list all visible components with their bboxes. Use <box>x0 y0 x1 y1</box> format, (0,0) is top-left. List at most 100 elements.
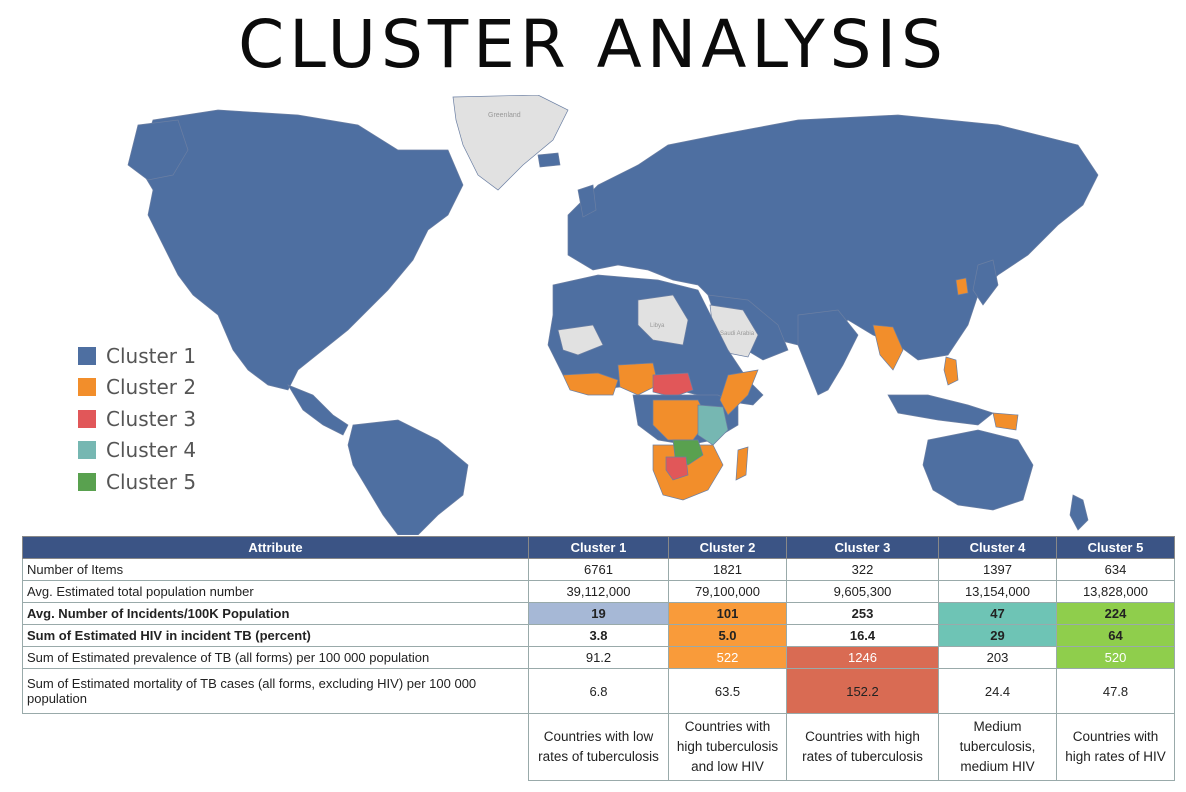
table-cell: 6761 <box>528 558 669 581</box>
map-label-libya: Libya <box>650 323 665 329</box>
cluster-description: Countries with low rates of tuberculosis <box>528 713 669 781</box>
row-attribute: Number of Items <box>22 558 529 581</box>
column-header: Cluster 2 <box>668 536 787 559</box>
table-cell: 24.4 <box>938 668 1057 714</box>
west-sahara-nodata <box>557 324 604 356</box>
uk <box>577 184 597 218</box>
table-cell: 1246 <box>786 646 939 669</box>
column-header: Cluster 3 <box>786 536 939 559</box>
table-cell: 39,112,000 <box>528 580 669 603</box>
east-africa-cluster4 <box>697 404 729 446</box>
table-cell: 322 <box>786 558 939 581</box>
row-attribute: Sum of Estimated prevalence of TB (all f… <box>22 646 529 669</box>
central-america <box>287 384 349 436</box>
cluster-description: Medium tuberculosis, medium HIV <box>938 713 1057 781</box>
table-cell: 6.8 <box>528 668 669 714</box>
page-title: CLUSTER ANALYSIS <box>238 6 948 83</box>
column-header: Cluster 1 <box>528 536 669 559</box>
iceland <box>537 152 561 168</box>
table-cell: 16.4 <box>786 624 939 647</box>
legend-swatch <box>78 472 96 491</box>
legend-label: Cluster 1 <box>106 343 197 368</box>
table-cell: 522 <box>668 646 787 669</box>
cluster-table: Attribute Cluster 1 Cluster 2 Cluster 3 … <box>22 536 1175 781</box>
table-cell: 19 <box>528 602 669 625</box>
column-header: Attribute <box>22 536 529 559</box>
legend-item-cluster-1[interactable]: Cluster 1 <box>78 340 196 372</box>
row-attribute: Sum of Estimated mortality of TB cases (… <box>22 668 529 714</box>
madagascar <box>735 446 749 481</box>
south-america <box>347 419 469 535</box>
legend-swatch <box>78 378 96 397</box>
legend-swatch <box>78 346 96 365</box>
india <box>797 309 859 396</box>
table-row: Number of Items 6761 1821 322 1397 634 <box>22 558 1175 581</box>
north-america <box>137 109 464 391</box>
japan <box>972 259 999 306</box>
legend-label: Cluster 4 <box>106 438 197 463</box>
australia <box>922 429 1034 511</box>
legend-label: Cluster 3 <box>106 406 197 431</box>
table-cell: 520 <box>1056 646 1175 669</box>
table-cell: 29 <box>938 624 1057 647</box>
table-cell: 13,828,000 <box>1056 580 1175 603</box>
table-cell: 3.8 <box>528 624 669 647</box>
table-cell: 152.2 <box>786 668 939 714</box>
libya <box>637 294 689 346</box>
central-african-republic <box>652 372 694 398</box>
table-row: Sum of Estimated mortality of TB cases (… <box>22 668 1175 714</box>
table-cell: 5.0 <box>668 624 787 647</box>
botswana <box>665 456 689 481</box>
legend-label: Cluster 2 <box>106 375 197 400</box>
legend-item-cluster-5[interactable]: Cluster 5 <box>78 466 196 498</box>
table-cell: 1397 <box>938 558 1057 581</box>
map-countries <box>127 95 1099 535</box>
table-row: Avg. Number of Incidents/100K Population… <box>22 602 1175 625</box>
table-cell: 47 <box>938 602 1057 625</box>
eurasia <box>567 114 1099 361</box>
southeast-asia-cluster2 <box>872 324 904 371</box>
table-row: Sum of Estimated prevalence of TB (all f… <box>22 646 1175 669</box>
somalia <box>719 369 759 416</box>
column-header: Cluster 4 <box>938 536 1057 559</box>
philippines <box>943 356 959 386</box>
map-label-saudi-arabia: Saudi Arabia <box>720 331 755 337</box>
nigeria <box>617 362 659 396</box>
new-zealand <box>1069 494 1089 531</box>
table-header-row: Attribute Cluster 1 Cluster 2 Cluster 3 … <box>22 536 1175 559</box>
legend-swatch <box>78 409 96 428</box>
table-cell: 64 <box>1056 624 1175 647</box>
legend-item-cluster-4[interactable]: Cluster 4 <box>78 435 196 467</box>
map-label-greenland: Greenland <box>488 112 521 119</box>
table-cell: 63.5 <box>668 668 787 714</box>
world-map[interactable]: Greenland Libya Saudi Arabia <box>98 95 1108 535</box>
table-cell: 9,605,300 <box>786 580 939 603</box>
legend-item-cluster-2[interactable]: Cluster 2 <box>78 372 196 404</box>
column-header: Cluster 5 <box>1056 536 1175 559</box>
table-cell: 47.8 <box>1056 668 1175 714</box>
table-cell: 79,100,000 <box>668 580 787 603</box>
table-description-row: Countries with low rates of tuberculosis… <box>23 713 1175 781</box>
table-row: Avg. Estimated total population number 3… <box>22 580 1175 603</box>
west-africa-cluster2 <box>562 372 619 396</box>
alaska <box>127 119 189 181</box>
row-attribute: Avg. Estimated total population number <box>22 580 529 603</box>
table-cell: 13,154,000 <box>938 580 1057 603</box>
legend-item-cluster-3[interactable]: Cluster 3 <box>78 403 196 435</box>
table-cell: 203 <box>938 646 1057 669</box>
table-cell: 1821 <box>668 558 787 581</box>
indonesia <box>887 394 994 426</box>
legend-label: Cluster 5 <box>106 469 197 494</box>
blank-cell <box>23 714 529 781</box>
cluster-description: Countries with high rates of HIV <box>1056 713 1175 781</box>
table-cell: 91.2 <box>528 646 669 669</box>
papua-new-guinea <box>992 412 1019 431</box>
legend-swatch <box>78 441 96 460</box>
table-row: Sum of Estimated HIV in incident TB (per… <box>22 624 1175 647</box>
row-attribute: Sum of Estimated HIV in incident TB (per… <box>22 624 529 647</box>
table-cell: 634 <box>1056 558 1175 581</box>
north-korea <box>955 277 969 296</box>
table-cell: 253 <box>786 602 939 625</box>
greenland <box>452 95 569 191</box>
cluster-description: Countries with high rates of tuberculosi… <box>786 713 939 781</box>
